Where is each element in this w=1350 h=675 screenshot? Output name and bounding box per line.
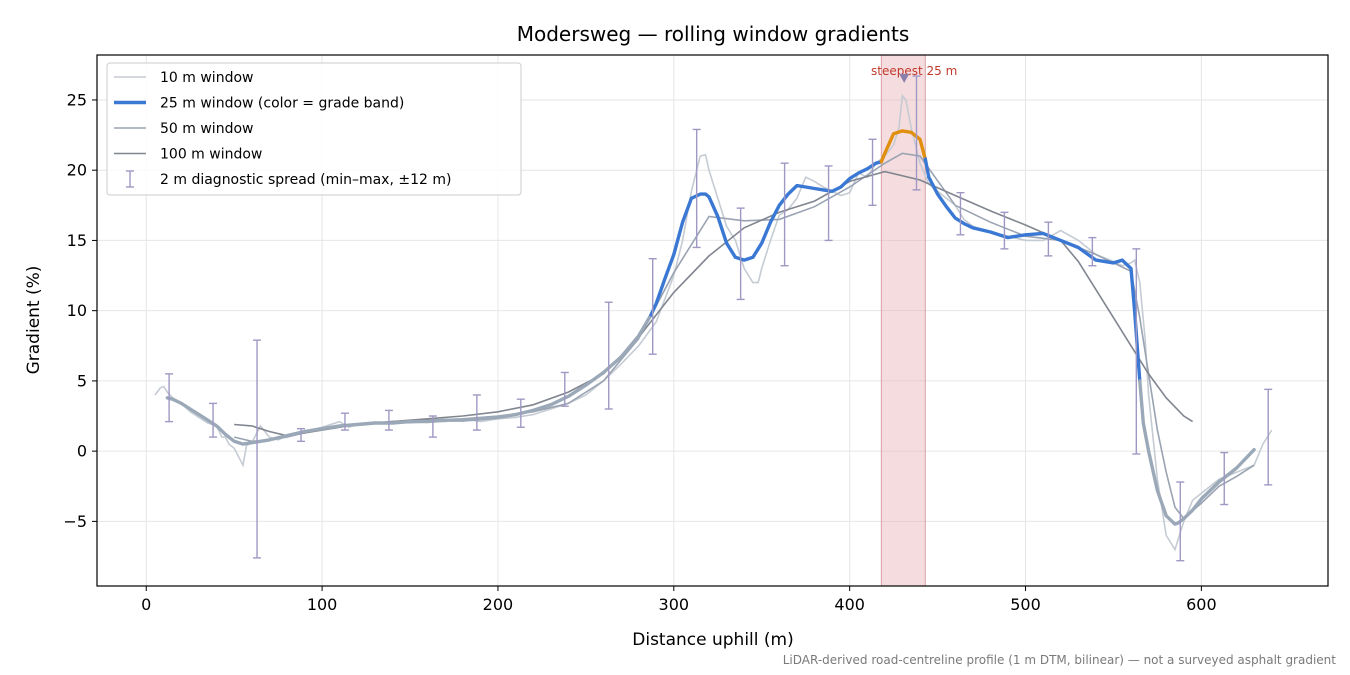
y-axis-title: Gradient (%) bbox=[24, 266, 44, 375]
steepest-label: steepest 25 m bbox=[871, 64, 957, 78]
legend: 10 m window 25 m window (color = grade ba… bbox=[106, 62, 522, 196]
x-tick-label: 0 bbox=[141, 595, 151, 614]
y-tick-label: 25 bbox=[67, 90, 87, 109]
x-tick-label: 300 bbox=[659, 595, 690, 614]
y-tick-label: 20 bbox=[67, 161, 87, 180]
series-25m-segment bbox=[923, 157, 1142, 383]
highlight-layer: steepest 25 m bbox=[871, 54, 957, 587]
axes-frame bbox=[96, 54, 1329, 587]
steepest-span bbox=[880, 54, 926, 587]
errorbar-layer bbox=[165, 75, 1273, 562]
footnote: LiDAR-derived road-centreline profile (1… bbox=[783, 653, 1337, 667]
axes-layer: 0 100 200 300 400 500 600 −5 0 5 10 15 20 25 bbox=[63, 54, 1329, 614]
x-tick-label: 100 bbox=[307, 595, 338, 614]
y-tick-label: 5 bbox=[77, 371, 87, 390]
series-25m-segment bbox=[1138, 379, 1256, 526]
legend-label: 100 m window bbox=[160, 147, 262, 163]
y-tick-label: 0 bbox=[77, 442, 87, 461]
series-25m-segment bbox=[649, 160, 883, 317]
x-tick-label: 200 bbox=[483, 595, 514, 614]
legend-box bbox=[106, 62, 522, 196]
x-tick-label: 600 bbox=[1186, 595, 1217, 614]
x-tick-label: 500 bbox=[1010, 595, 1041, 614]
x-tick-label: 400 bbox=[834, 595, 865, 614]
y-tick-label: −5 bbox=[63, 512, 87, 531]
legend-label: 50 m window bbox=[160, 121, 253, 137]
peak-marker bbox=[899, 73, 910, 83]
legend-label: 2 m diagnostic spread (min–max, ±12 m) bbox=[160, 172, 451, 188]
legend-label: 10 m window bbox=[160, 70, 253, 86]
chart-title: Modersweg — rolling window gradients bbox=[517, 22, 910, 46]
legend-label: 25 m window (color = grade band) bbox=[160, 96, 404, 112]
series-25m-segment bbox=[879, 129, 927, 164]
x-axis-title: Distance uphill (m) bbox=[632, 630, 793, 650]
y-tick-label: 15 bbox=[67, 231, 87, 250]
y-tick-label: 10 bbox=[67, 301, 87, 320]
